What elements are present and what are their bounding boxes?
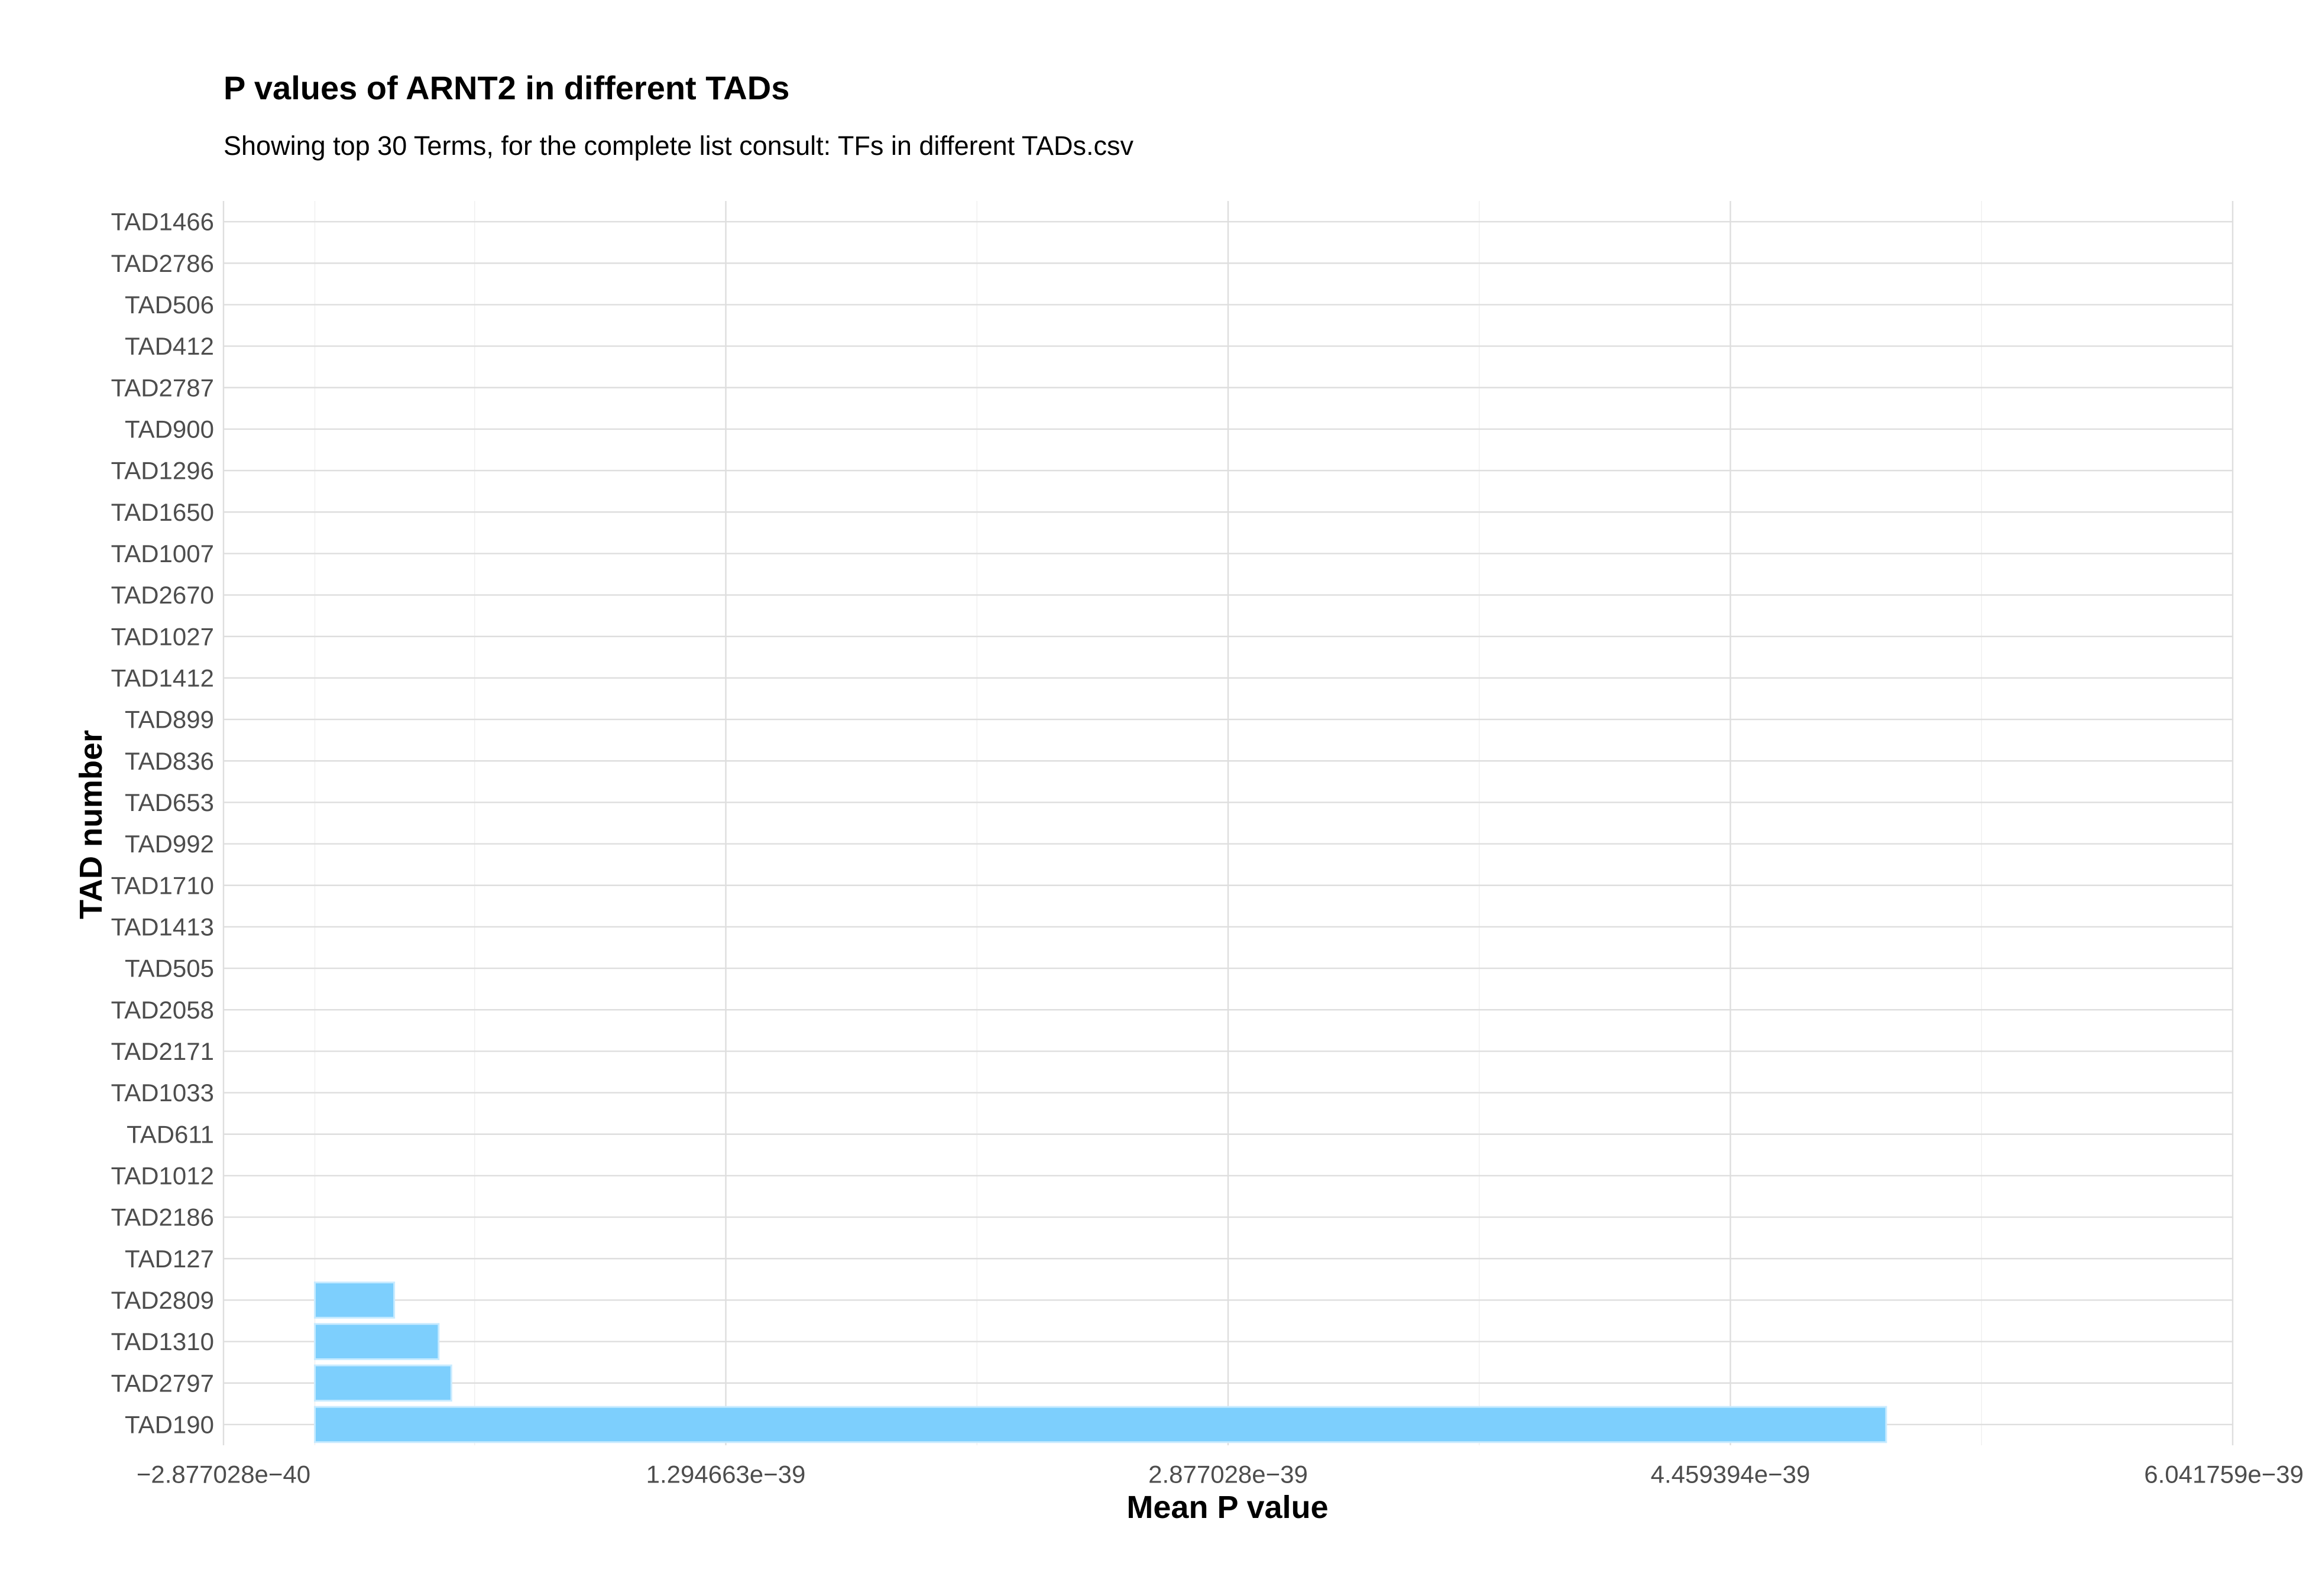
y-tick-label: TAD1027 — [111, 622, 214, 650]
y-tick-label: TAD2171 — [111, 1037, 214, 1065]
y-tick-label: TAD505 — [125, 955, 214, 982]
y-tick-label: TAD2809 — [111, 1286, 214, 1314]
y-tick-label: TAD899 — [125, 706, 214, 734]
chart-title: P values of ARNT2 in different TADs — [224, 69, 789, 106]
y-tick-label: TAD412 — [125, 332, 214, 360]
bar-TAD1310 — [313, 1323, 440, 1360]
y-tick-label: TAD900 — [125, 415, 214, 443]
y-tick-label: TAD2786 — [111, 249, 214, 277]
y-tick-label: TAD2787 — [111, 374, 214, 401]
y-tick-label: TAD1296 — [111, 457, 214, 485]
x-tick-label: −2.877028e−40 — [137, 1461, 310, 1488]
bar-TAD2797 — [313, 1364, 452, 1402]
y-tick-label: TAD611 — [127, 1120, 214, 1148]
y-axis-title: TAD number — [73, 730, 109, 919]
y-tick-label: TAD1033 — [111, 1079, 214, 1107]
y-tick-label: TAD1650 — [111, 498, 214, 526]
y-tick-label: TAD127 — [125, 1245, 214, 1273]
y-tick-label: TAD1310 — [111, 1328, 214, 1355]
x-axis-ticks: −2.877028e−40 1.294663e−39 2.877028e−39 4.4… — [137, 1461, 2304, 1488]
x-axis-title: Mean P value — [1126, 1490, 1328, 1525]
x-tick-label: 1.294663e−39 — [646, 1461, 806, 1488]
y-tick-label: TAD2186 — [111, 1204, 214, 1231]
bar-TAD190 — [313, 1406, 1887, 1443]
bars — [313, 1282, 1887, 1443]
y-tick-label: TAD1412 — [111, 664, 214, 692]
x-tick-label: 6.041759e−39 — [2144, 1461, 2304, 1488]
y-tick-label: TAD1413 — [111, 913, 214, 940]
x-tick-label: 2.877028e−39 — [1148, 1461, 1308, 1488]
y-tick-label: TAD2058 — [111, 996, 214, 1024]
y-tick-label: TAD506 — [125, 291, 214, 319]
y-tick-label: TAD2797 — [111, 1369, 214, 1397]
chart-subtitle: Showing top 30 Terms, for the complete l… — [224, 131, 1134, 161]
y-tick-label: TAD1007 — [111, 540, 214, 567]
y-tick-label: TAD190 — [125, 1410, 214, 1438]
y-tick-label: TAD1710 — [111, 871, 214, 899]
y-tick-label: TAD1012 — [111, 1162, 214, 1189]
y-tick-label: TAD2670 — [111, 581, 214, 609]
x-tick-label: 4.459394e−39 — [1651, 1461, 1811, 1488]
y-axis-ticks: TAD1466 TAD2786 TAD506 TAD412 TAD2787 TAD900 T… — [111, 208, 214, 1439]
bar-TAD2809 — [313, 1282, 396, 1319]
grid — [222, 201, 2234, 1445]
y-tick-label: TAD836 — [125, 747, 214, 775]
y-tick-label: TAD653 — [125, 789, 214, 816]
y-tick-label: TAD992 — [125, 830, 214, 858]
y-tick-label: TAD1466 — [111, 208, 214, 236]
